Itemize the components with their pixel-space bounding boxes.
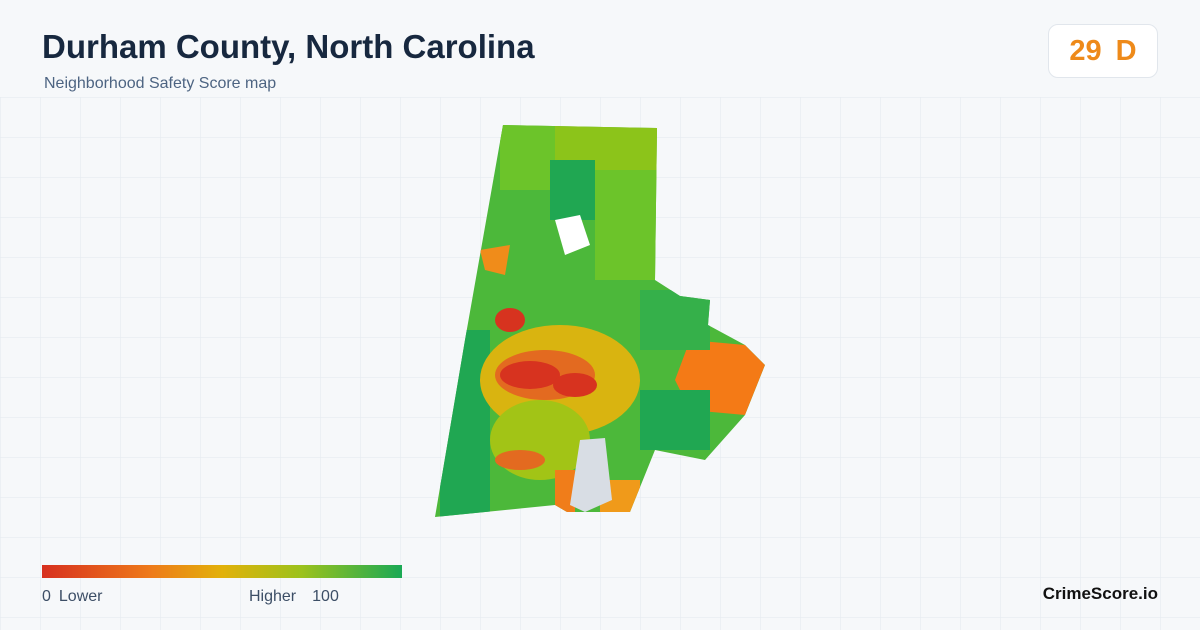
legend-min-value: 0: [42, 588, 51, 605]
title: Durham County, North Carolina: [42, 28, 535, 65]
legend-min-label: Lower: [58, 588, 103, 605]
score-value: 29: [1069, 34, 1102, 67]
score-badge: 29 D: [1048, 24, 1158, 78]
score-grade: D: [1115, 34, 1137, 67]
legend-gradient: [42, 565, 402, 578]
legend-min: 0 Lower: [42, 588, 110, 606]
legend-max-value: 100: [312, 588, 339, 605]
brand: CrimeScore.io: [1042, 584, 1158, 603]
subtitle: Neighborhood Safety Score map: [44, 75, 277, 92]
legend-max: Higher 100: [249, 588, 339, 606]
legend-max-label: Higher: [249, 588, 297, 605]
